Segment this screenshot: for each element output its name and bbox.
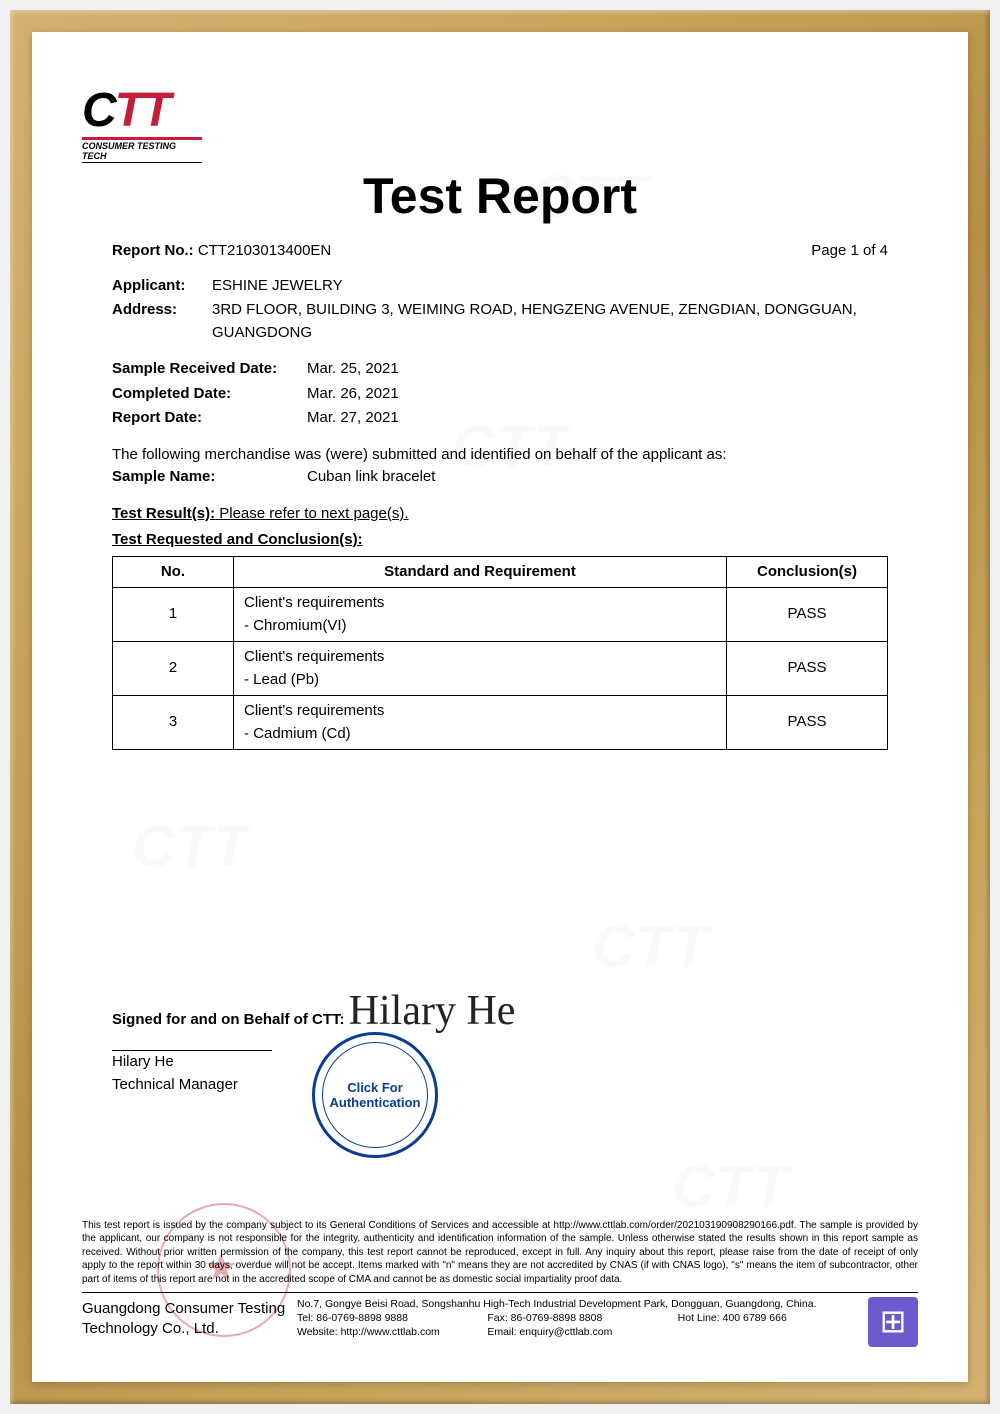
footer-fax: Fax: 86-0769-8898 8808 [487, 1311, 677, 1325]
watermark: CTT [672, 1152, 789, 1221]
logo-subtitle: CONSUMER TESTING TECH [82, 137, 202, 163]
signer-name: Hilary He [112, 1051, 888, 1074]
logo-t1: T [115, 84, 142, 137]
logo-c: C [82, 84, 115, 137]
report-content: Report No.: CTT2103013400EN Page 1 of 4 … [82, 240, 918, 1096]
sample-name-label: Sample Name: [112, 466, 307, 489]
gold-frame: CTT CTT CTT CTT CTT CTT CONSUMER TESTING… [10, 10, 990, 1404]
table-row: 1Client's requirements- Chromium(VI)PASS [113, 588, 888, 642]
authentication-stamp[interactable]: Click For Authentication [312, 1032, 438, 1158]
table-row: 2Client's requirements- Lead (Pb)PASS [113, 642, 888, 696]
footer-contacts: No.7, Gongye Beisi Road, Songshanhu High… [297, 1297, 868, 1340]
applicant-block: Applicant: ESHINE JEWELRY Address: 3RD F… [112, 275, 888, 345]
results-block: Test Result(s): Please refer to next pag… [112, 503, 888, 751]
report-no-label: Report No.: [112, 240, 194, 263]
th-std: Standard and Requirement [234, 556, 727, 588]
footer-address: No.7, Gongye Beisi Road, Songshanhu High… [297, 1297, 868, 1311]
cell-conc: PASS [727, 642, 888, 696]
cell-no: 1 [113, 588, 234, 642]
report-date-label: Report Date: [112, 407, 307, 430]
results-table: No. Standard and Requirement Conclusion(… [112, 556, 888, 751]
th-conc: Conclusion(s) [727, 556, 888, 588]
completed-value: Mar. 26, 2021 [307, 383, 399, 406]
sample-block: The following merchandise was (were) sub… [112, 444, 888, 489]
logo-t2: T [142, 84, 169, 137]
table-header-row: No. Standard and Requirement Conclusion(… [113, 556, 888, 588]
cell-std: Client's requirements- Cadmium (Cd) [234, 696, 727, 750]
completed-label: Completed Date: [112, 383, 307, 406]
ctt-logo: CTT CONSUMER TESTING TECH [82, 87, 202, 163]
footer-divider [82, 1292, 918, 1293]
stamp-line1: Click For [347, 1080, 403, 1095]
footer-disclaimer: This test report is issued by the compan… [82, 1219, 918, 1287]
cell-no: 3 [113, 696, 234, 750]
footer-tel: Tel: 86-0769-8898 9888 [297, 1311, 487, 1325]
applicant-label: Applicant: [112, 275, 212, 298]
cell-conc: PASS [727, 696, 888, 750]
received-label: Sample Received Date: [112, 358, 307, 381]
dates-block: Sample Received Date: Mar. 25, 2021 Comp… [112, 358, 888, 430]
signer-title: Technical Manager [112, 1074, 888, 1097]
th-no: No. [113, 556, 234, 588]
page-info: Page 1 of 4 [811, 240, 888, 263]
sample-name-value: Cuban link bracelet [307, 466, 435, 489]
table-row: 3Client's requirements- Cadmium (Cd)PASS [113, 696, 888, 750]
cell-std: Client's requirements- Chromium(VI) [234, 588, 727, 642]
cell-conc: PASS [727, 588, 888, 642]
applicant-value: ESHINE JEWELRY [212, 275, 343, 298]
footer-hotline: Hot Line: 400 6789 666 [678, 1311, 868, 1325]
qr-icon: ⊞ [868, 1297, 918, 1347]
footer: This test report is issued by the compan… [82, 1219, 918, 1348]
test-requested-label: Test Requested and Conclusion(s): [112, 529, 363, 552]
sample-intro: The following merchandise was (were) sub… [112, 444, 888, 467]
page: CTT CTT CTT CTT CTT CTT CONSUMER TESTING… [32, 32, 968, 1382]
test-result-label: Test Result(s): [112, 503, 215, 526]
report-title: Test Report [82, 167, 918, 225]
footer-spacer [678, 1325, 868, 1339]
signature-heading: Signed for and on Behalf of CTT: [112, 1009, 345, 1032]
cell-no: 2 [113, 642, 234, 696]
footer-website: Website: http://www.cttlab.com [297, 1325, 487, 1339]
test-result-text: Please refer to next page(s). [215, 505, 408, 522]
header-row: Report No.: CTT2103013400EN Page 1 of 4 [112, 240, 888, 263]
stamp-line2: Authentication [330, 1095, 421, 1110]
cell-std: Client's requirements- Lead (Pb) [234, 642, 727, 696]
footer-email: Email: enquiry@cttlab.com [487, 1325, 677, 1339]
address-value: 3RD FLOOR, BUILDING 3, WEIMING ROAD, HEN… [212, 299, 888, 344]
signature-section: Signed for and on Behalf of CTT: Hilary … [112, 970, 888, 1096]
address-label: Address: [112, 299, 212, 344]
report-no: CTT2103013400EN [198, 242, 331, 259]
report-date-value: Mar. 27, 2021 [307, 407, 399, 430]
footer-company: Guangdong Consumer Testing Technology Co… [82, 1297, 297, 1338]
received-value: Mar. 25, 2021 [307, 358, 399, 381]
